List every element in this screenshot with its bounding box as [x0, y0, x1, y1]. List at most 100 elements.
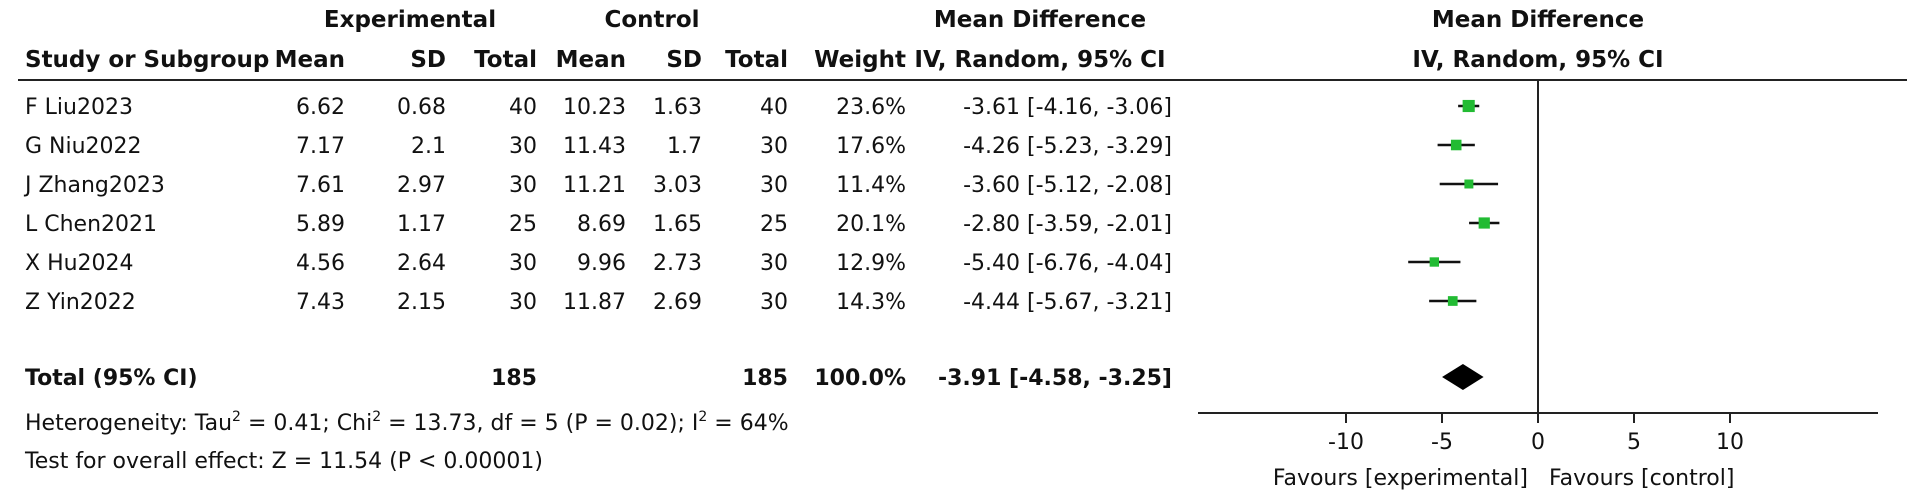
mean-difference-group-header: Mean Difference — [934, 7, 1146, 33]
heterogeneity-statistics: Heterogeneity: Tau2 = 0.41; Chi2 = 13.73… — [25, 409, 789, 436]
table-row: F Liu2023 6.62 0.68 40 10.23 1.63 40 23.6% -3.61… — [25, 95, 1172, 120]
cell-ctl-total: 30 — [760, 134, 788, 159]
cell-exp-sd: 2.64 — [397, 251, 446, 276]
x-tick-label: 0 — [1531, 430, 1545, 455]
cell-name: J Zhang2023 — [23, 173, 165, 198]
cell-name: Z Yin2022 — [25, 290, 136, 315]
cell-ci-text: -4.26 [-5.23, -3.29] — [963, 134, 1172, 159]
cell-exp-sd: 0.68 — [397, 95, 446, 120]
x-tick-label: -5 — [1431, 430, 1453, 455]
cell-ctl-total: 30 — [760, 290, 788, 315]
total-row-ci: -3.91 [-4.58, -3.25] — [938, 366, 1172, 391]
x-tick-label: -10 — [1328, 430, 1364, 455]
cell-weight: 14.3% — [836, 290, 906, 315]
total-row-ctl-total: 185 — [742, 366, 788, 391]
study-marker — [1478, 217, 1490, 229]
total-row-exp-total: 185 — [491, 366, 537, 391]
cell-exp-mean: 6.62 — [296, 95, 345, 120]
cell-ci-text: -4.44 [-5.67, -3.21] — [963, 290, 1172, 315]
cell-exp-mean: 7.17 — [296, 134, 345, 159]
cell-ctl-total: 40 — [760, 95, 788, 120]
cell-ctl-mean: 9.96 — [577, 251, 626, 276]
cell-name: F Liu2023 — [25, 95, 133, 120]
total-row-label: Total (95% CI) — [25, 366, 198, 391]
total-row-weight: 100.0% — [814, 366, 906, 391]
study-marker — [1450, 139, 1462, 151]
cell-exp-mean: 4.56 — [296, 251, 345, 276]
study-marker — [1429, 257, 1439, 267]
cell-exp-mean: 7.43 — [296, 290, 345, 315]
cell-exp-total: 30 — [509, 251, 537, 276]
control-group-header: Control — [604, 7, 699, 33]
cell-name: G Niu2022 — [25, 134, 142, 159]
experimental-group-header: Experimental — [324, 7, 496, 33]
cell-ctl-total: 30 — [760, 251, 788, 276]
study-marker — [1464, 179, 1474, 189]
cell-exp-mean: 7.61 — [296, 173, 345, 198]
cell-exp-total: 30 — [509, 290, 537, 315]
favours-experimental-label: Favours [experimental] — [1273, 466, 1528, 491]
cell-ctl-total: 25 — [760, 212, 788, 237]
favours-control-label: Favours [control] — [1549, 466, 1734, 491]
chi-value: = 13.73, df = 5 (P = 0.02); I — [381, 411, 698, 436]
plot-marks — [1408, 99, 1500, 390]
cell-ci-text: -3.60 [-5.12, -2.08] — [963, 173, 1172, 198]
table-row: G Niu2022 7.17 2.1 30 11.43 1.7 30 17.6% -4.26 [… — [25, 134, 1172, 159]
cell-ctl-mean: 11.21 — [563, 173, 626, 198]
cell-ctl-sd: 2.69 — [653, 290, 702, 315]
plot-title: Mean Difference — [1432, 7, 1644, 33]
cell-ctl-mean: 11.87 — [563, 290, 626, 315]
cell-ctl-total: 30 — [760, 173, 788, 198]
cell-ci-text: -5.40 [-6.76, -4.04] — [963, 251, 1172, 276]
col-header-weight: Weight — [814, 47, 906, 73]
tau-superscript: 2 — [232, 409, 241, 425]
table-row: X Hu2024 4.56 2.64 30 9.96 2.73 30 12.9% -5.40 [… — [25, 251, 1172, 276]
cell-exp-sd: 1.17 — [397, 212, 446, 237]
i-superscript: 2 — [698, 409, 707, 425]
cell-weight: 12.9% — [836, 251, 906, 276]
cell-name: X Hu2024 — [25, 251, 134, 276]
cell-name: L Chen2021 — [25, 212, 157, 237]
study-rows: F Liu2023 6.62 0.68 40 10.23 1.63 40 23.6% -3.61… — [23, 95, 1172, 315]
col-header-ctl-total: Total — [725, 47, 788, 73]
x-tick-label: 10 — [1716, 430, 1744, 455]
col-header-plot-method: IV, Random, 95% CI — [1412, 47, 1663, 73]
cell-ctl-sd: 3.03 — [653, 173, 702, 198]
chi-superscript: 2 — [372, 409, 381, 425]
col-header-exp-mean: Mean — [275, 47, 345, 73]
col-header-exp-total: Total — [474, 47, 537, 73]
table-row: J Zhang2023 7.61 2.97 30 11.21 3.03 30 11.4% -3.… — [23, 173, 1172, 198]
col-header-md-method: IV, Random, 95% CI — [914, 47, 1165, 73]
cell-ci-text: -2.80 [-3.59, -2.01] — [963, 212, 1172, 237]
axis-ticks: -10 -5 0 5 10 — [1328, 413, 1744, 455]
tau-value: = 0.41; Chi — [241, 411, 372, 436]
cell-exp-sd: 2.1 — [411, 134, 446, 159]
i-value: = 64% — [707, 411, 788, 436]
study-marker — [1462, 99, 1475, 113]
cell-exp-total: 40 — [509, 95, 537, 120]
cell-exp-total: 30 — [509, 173, 537, 198]
study-marker — [1447, 296, 1458, 306]
cell-ctl-mean: 10.23 — [563, 95, 626, 120]
cell-weight: 23.6% — [836, 95, 906, 120]
cell-weight: 11.4% — [836, 173, 906, 198]
cell-exp-total: 25 — [509, 212, 537, 237]
heterogeneity-prefix: Heterogeneity: Tau — [25, 411, 232, 436]
cell-exp-sd: 2.15 — [397, 290, 446, 315]
cell-ctl-sd: 1.7 — [667, 134, 702, 159]
cell-ctl-mean: 11.43 — [563, 134, 626, 159]
cell-exp-mean: 5.89 — [296, 212, 345, 237]
overall-effect-test: Test for overall effect: Z = 11.54 (P < … — [24, 449, 543, 474]
cell-weight: 17.6% — [836, 134, 906, 159]
table-row: L Chen2021 5.89 1.17 25 8.69 1.65 25 20.1% -2.80… — [25, 212, 1172, 237]
table-row: Z Yin2022 7.43 2.15 30 11.87 2.69 30 14.3% -4.44… — [25, 290, 1172, 315]
cell-ctl-sd: 1.65 — [653, 212, 702, 237]
cell-ci-text: -3.61 [-4.16, -3.06] — [963, 95, 1172, 120]
cell-ctl-mean: 8.69 — [577, 212, 626, 237]
cell-ctl-sd: 1.63 — [653, 95, 702, 120]
summary-diamond — [1442, 364, 1484, 390]
col-header-exp-sd: SD — [410, 47, 446, 73]
col-header-study: Study or Subgroup — [25, 47, 269, 73]
cell-weight: 20.1% — [836, 212, 906, 237]
